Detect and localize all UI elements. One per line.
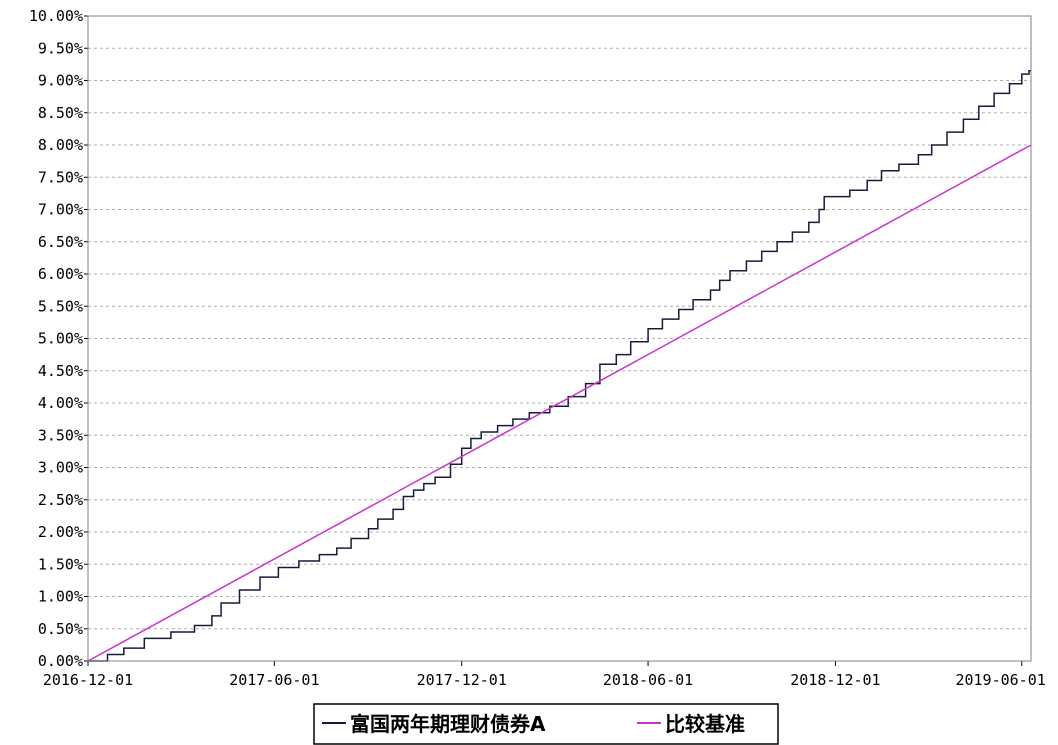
- grid-lines: [88, 47, 1031, 630]
- x-tick-label: 2019-06-01: [955, 671, 1045, 689]
- x-axis: 2016-12-01 2017-06-01 2017-12-01 2018-06-01…: [43, 661, 1046, 689]
- x-tick-label: 2017-06-01: [229, 671, 319, 689]
- series-line-fund: [88, 70, 1031, 662]
- y-tick-label: 8.00%: [38, 136, 83, 154]
- y-tick-label: 7.50%: [38, 168, 83, 186]
- y-tick-label: 6.50%: [38, 233, 83, 251]
- y-tick-label: 9.50%: [38, 39, 83, 57]
- y-tick-label: 1.00%: [38, 588, 83, 606]
- y-tick-label: 5.50%: [38, 297, 83, 315]
- y-tick-label: 6.00%: [38, 265, 83, 283]
- legend-label-benchmark: 比较基准: [665, 712, 745, 736]
- plot-lines: [87, 70, 1032, 662]
- plot-frame: [87, 15, 1032, 662]
- y-tick-label: 10.00%: [29, 7, 83, 25]
- y-tick-label: 3.50%: [38, 426, 83, 444]
- y-tick-label: 4.50%: [38, 362, 83, 380]
- x-tick-label: 2017-12-01: [417, 671, 507, 689]
- legend-box: [313, 703, 779, 745]
- y-tick-label: 9.00%: [38, 72, 83, 90]
- y-tick-label: 0.00%: [38, 652, 83, 670]
- series-line-benchmark: [87, 144, 1032, 662]
- y-tick-label: 4.00%: [38, 394, 83, 412]
- y-tick-label: 2.00%: [38, 523, 83, 541]
- x-tick-label: 2016-12-01: [43, 671, 133, 689]
- y-tick-label: 8.50%: [38, 104, 83, 122]
- y-tick-label: 5.00%: [38, 330, 83, 348]
- y-axis: 0.00% 0.50% 1.00% 1.50% 2.00% 2.50% 3.00% 3.50%…: [29, 7, 88, 670]
- legend: 富国两年期理财债券A 比较基准: [313, 703, 779, 745]
- y-tick-label: 3.00%: [38, 459, 83, 477]
- y-tick-label: 2.50%: [38, 491, 83, 509]
- legend-label-fund: 富国两年期理财债券A: [350, 712, 546, 736]
- x-tick-label: 2018-12-01: [790, 671, 880, 689]
- y-tick-label: 0.50%: [38, 620, 83, 638]
- y-tick-label: 1.50%: [38, 555, 83, 573]
- y-tick-label: 7.00%: [38, 201, 83, 219]
- x-tick-label: 2018-06-01: [603, 671, 693, 689]
